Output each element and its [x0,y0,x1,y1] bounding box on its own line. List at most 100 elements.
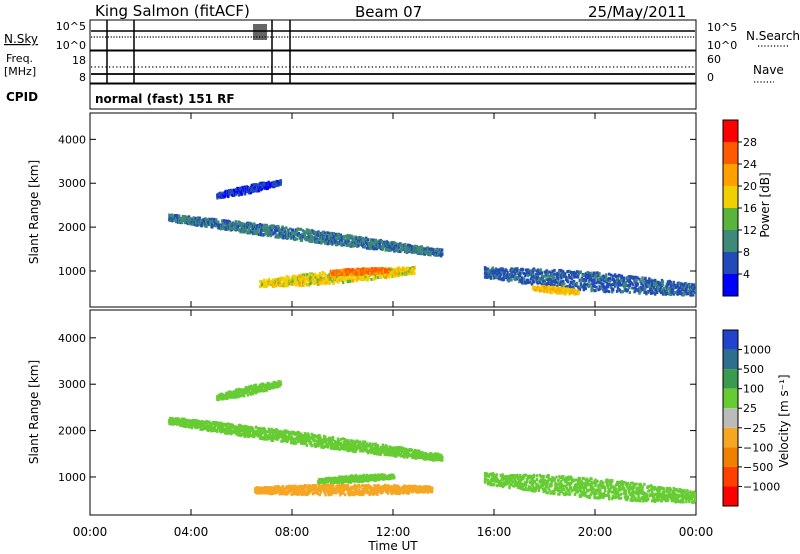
power-echo-cell [639,280,642,284]
power-ytick-label: 2000 [58,221,86,234]
power-echo-cell [339,233,343,237]
velocity-echo-cell [302,437,306,441]
power-echo-cell [598,281,601,285]
velocity-echo-cell [370,446,374,450]
power-echo-cell [289,227,292,231]
power-echo-cell [308,273,312,277]
power-echo-cell [650,292,653,295]
power-echo-cell [291,282,294,286]
power-echo-cell [631,283,634,286]
power-echo-cell [315,231,318,234]
power-echo-cell [656,280,660,284]
power-echo-cell [647,283,650,287]
power-echo-cell [358,241,361,245]
freq-panel-right-tick-top: 60 [707,53,721,66]
power-echo-cell [295,237,299,241]
power-echo-cell [268,229,271,233]
power-echo-cell [624,283,627,287]
power-echo-cell [575,281,579,285]
velocity-echo-cell [217,421,221,425]
power-echo-cell [310,273,314,277]
velocity-echo-cell [371,442,375,446]
power-echo-cell [652,279,655,283]
power-echo-cell [326,235,329,238]
power-echo-cell [487,269,491,272]
velocity-echo-cell [363,447,366,451]
power-echo-cell [661,283,665,287]
power-echo-cell [347,277,351,281]
power-echo-cell [404,245,408,249]
power-echo-cell [240,222,243,225]
sky-panel: N.Sky 10^5 10^0 10^5 10^0 N.Search [4,19,800,52]
velocity-echo-cell [314,439,317,443]
velocity-echo-cell [270,430,273,434]
velocity-echo-cell [343,437,346,441]
station-title: King Salmon (fitACF) [95,2,250,20]
power-echo-cell [375,267,378,271]
power-echo-cell [329,276,332,280]
velocity-echo-cell [327,445,330,449]
power-echo-cell [350,269,353,273]
power-echo-cell [255,231,259,235]
power-echo-cell [342,235,345,239]
power-echo-cell [558,281,561,284]
power-echo-cell [604,277,607,281]
power-colorbar-cell [723,186,738,208]
velocity-echo-cell [305,438,308,442]
power-echo-cell [605,275,608,279]
power-echo-cell [675,285,678,289]
velocity-echo-cell [271,439,274,443]
power-echo-cell [267,277,271,281]
power-echo-cell [309,236,312,240]
power-echo-cell [617,279,621,283]
power-echo-cell [553,272,556,276]
power-echo-cell [558,270,561,274]
velocity-echo-cell [330,446,334,450]
power-echo-cell [266,186,269,190]
power-echo-cell [306,275,310,279]
power-echo-cell [289,234,292,238]
power-echo-cell [230,226,233,230]
power-echo-cell [545,282,548,286]
power-echo-cell [585,276,588,280]
velocity-echo-cell [410,448,414,452]
velocity-echo-cell [181,421,185,425]
power-echo-cell [672,280,675,284]
power-echo-cell [600,281,603,285]
power-echo-cell [623,286,627,290]
power-echo-cell [593,281,596,285]
power-echo-cell [284,230,287,234]
power-echo-cell [196,223,199,227]
power-echo-cell [522,268,525,272]
velocity-echo-cell [285,429,288,433]
power-echo-cell [626,288,629,292]
power-echo-cell [571,285,575,289]
power-echo-cell [532,280,536,284]
power-echo-cell [600,286,603,290]
power-echo-layer [168,179,696,297]
power-echo-cell [551,276,554,280]
power-echo-cell [397,247,400,251]
velocity-echo-cell [183,418,187,422]
power-echo-cell [594,289,597,292]
velocity-echo-cell [178,418,181,422]
power-echo-cell [587,273,590,277]
velocity-echo-cell [270,427,273,431]
power-echo-cell [274,228,277,232]
velocity-echo-cell [374,442,378,446]
velocity-echo-cell [351,447,354,451]
power-echo-cell [328,232,331,236]
sky-panel-left-label: N.Sky [4,32,38,46]
velocity-echo-cell [312,438,315,442]
velocity-echo-cell [285,436,288,440]
power-colorbar-tick-label: 12 [743,224,757,237]
power-echo-cell [348,269,351,272]
power-echo-cell [588,283,591,287]
power-echo-cell [608,272,611,276]
power-echo-cell [345,244,348,248]
velocity-echo-cell [307,435,310,439]
velocity-echo-cell [403,451,406,455]
cpid-mode-text: normal (fast) 151 RF [95,92,235,106]
velocity-echo-cell [296,440,300,444]
velocity-echo-cell [229,428,232,431]
